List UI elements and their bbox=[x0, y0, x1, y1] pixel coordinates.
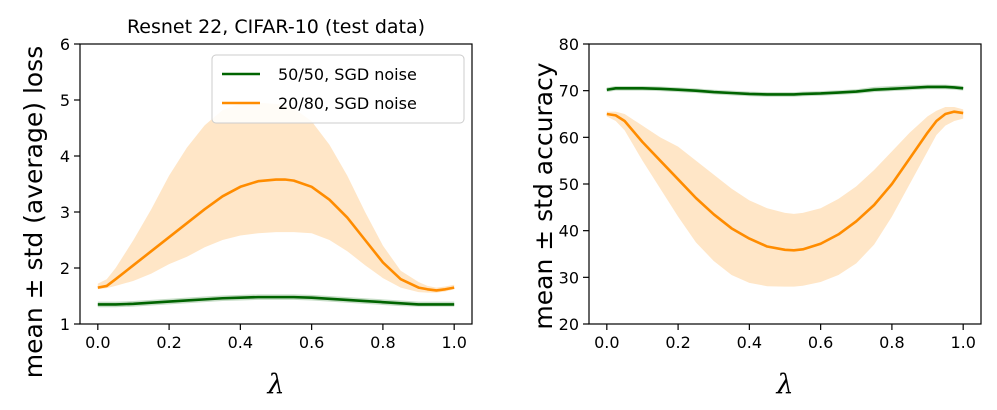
x-tick-label: 0.0 bbox=[85, 333, 110, 352]
series-line-1 bbox=[97, 295, 455, 306]
legend-box bbox=[211, 54, 465, 124]
y-tick-label: 3 bbox=[60, 203, 70, 222]
y-tick-label: 6 bbox=[60, 35, 70, 54]
y-axis-label: mean ± std accuracy bbox=[529, 62, 558, 329]
x-tick-label: 0.6 bbox=[808, 333, 833, 352]
y-tick-label: 80 bbox=[559, 35, 579, 54]
y-tick-label: 1 bbox=[60, 315, 70, 334]
x-tick-label: 1.0 bbox=[441, 333, 466, 352]
chart-title: Resnet 22, CIFAR-10 (test data) bbox=[127, 16, 425, 38]
legend-label-1: 50/50, SGD noise bbox=[278, 65, 417, 84]
x-tick-label: 1.0 bbox=[950, 333, 975, 352]
x-tick-label: 0.8 bbox=[370, 333, 395, 352]
plot-frame bbox=[79, 43, 473, 325]
x-tick-label: 0.4 bbox=[228, 333, 253, 352]
y-tick-label: 4 bbox=[60, 147, 70, 166]
y-tick-label: 20 bbox=[559, 315, 579, 334]
series-line-2 bbox=[606, 110, 964, 252]
y-tick-label: 70 bbox=[559, 82, 579, 101]
x-tick-label: 0.2 bbox=[665, 333, 690, 352]
x-tick-label: 0.8 bbox=[879, 333, 904, 352]
x-axis-label: λ bbox=[775, 369, 793, 400]
y-axis-label: mean ± std (average) loss bbox=[19, 46, 48, 378]
std-band-2 bbox=[606, 107, 964, 287]
x-tick-label: 0.6 bbox=[299, 333, 324, 352]
y-tick-label: 60 bbox=[559, 128, 579, 147]
legend: 50/50, SGD noise 20/80, SGD noise bbox=[211, 54, 465, 124]
x-tick-label: 0.2 bbox=[156, 333, 181, 352]
y-tick-label: 50 bbox=[559, 175, 579, 194]
x-axis-label: λ bbox=[266, 369, 284, 400]
loss-chart: 0.0 0.2 0.4 0.6 0.8 1.0 1 2 3 4 5 6 λ mean ± std (ave… bbox=[19, 16, 473, 400]
series-line-2 bbox=[97, 178, 455, 292]
x-tick-label: 0.0 bbox=[594, 333, 619, 352]
y-tick-label: 30 bbox=[559, 268, 579, 287]
series-line-1 bbox=[606, 85, 964, 96]
y-tick-label: 5 bbox=[60, 91, 70, 110]
std-band-2 bbox=[97, 102, 455, 293]
x-tick-label: 0.4 bbox=[737, 333, 762, 352]
accuracy-chart: 0.0 0.2 0.4 0.6 0.8 1.0 20 30 40 50 60 70 80 λ mean ± … bbox=[529, 35, 982, 400]
legend-label-2: 20/80, SGD noise bbox=[278, 94, 417, 113]
y-tick-label: 2 bbox=[60, 259, 70, 278]
std-band-1 bbox=[606, 84, 964, 97]
y-tick-label: 40 bbox=[559, 222, 579, 241]
